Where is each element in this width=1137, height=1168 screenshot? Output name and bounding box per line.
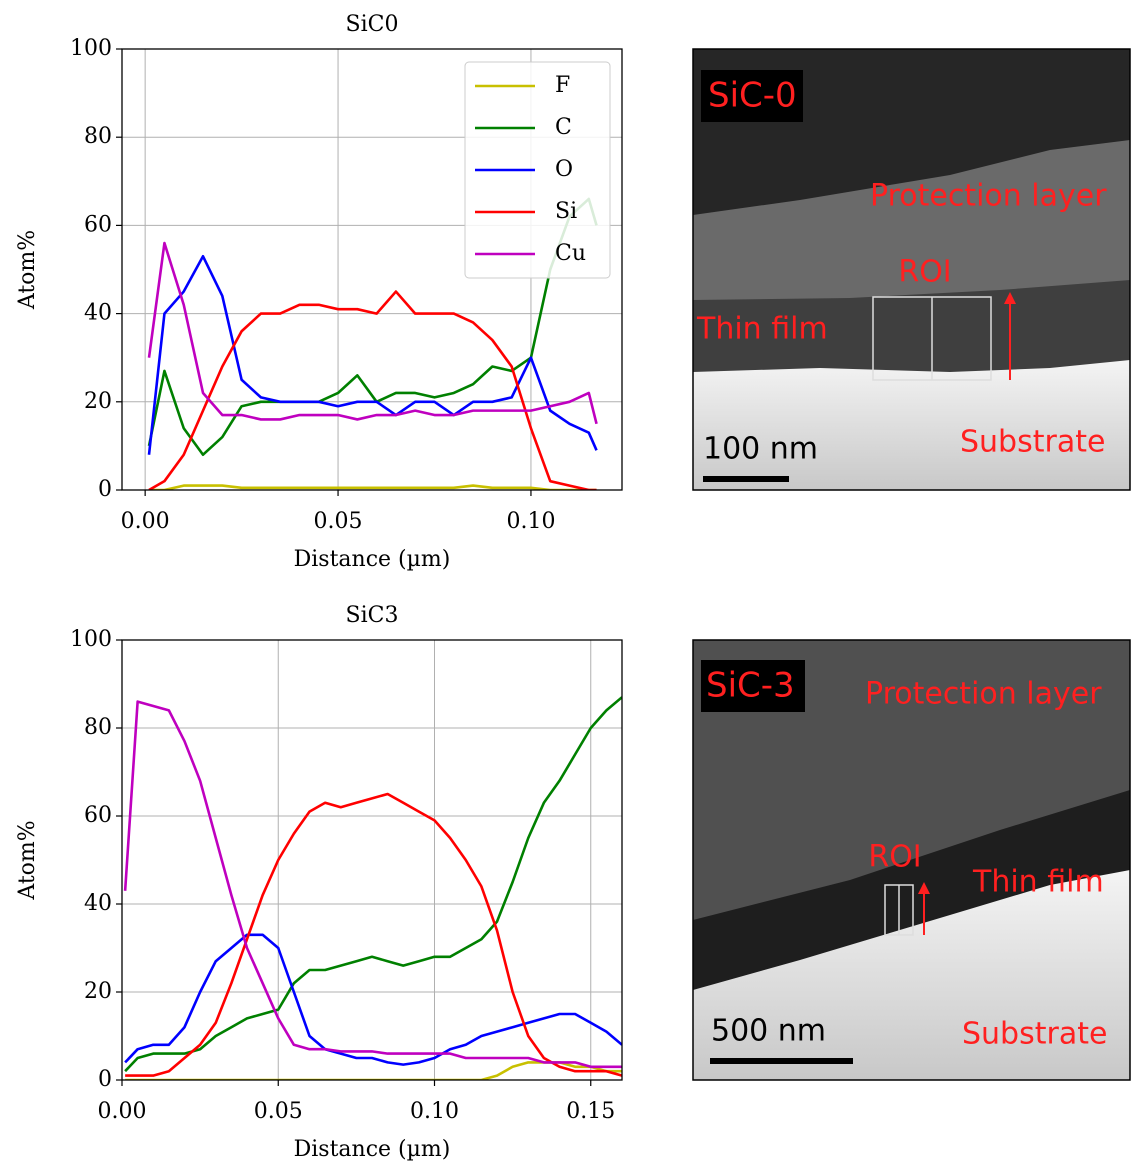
- image-annotation: Protection layer: [865, 677, 1102, 712]
- series-line: [125, 1061, 622, 1080]
- x-tick-label: 0.10: [410, 1099, 459, 1124]
- y-tick-label: 20: [84, 979, 112, 1004]
- x-tick-label: 0.05: [254, 1099, 303, 1124]
- image-annotation: Substrate: [962, 1017, 1107, 1052]
- series-line: [147, 241, 598, 425]
- x-tick-label: 0.10: [506, 509, 555, 534]
- x-tick-label: 0.15: [566, 1099, 615, 1124]
- y-tick-label: 0: [98, 477, 112, 502]
- y-tick-label: 60: [84, 212, 112, 237]
- x-axis-label: Distance (µm): [294, 547, 451, 572]
- x-tick-label: 0.00: [98, 1099, 147, 1124]
- legend-label: C: [555, 115, 572, 140]
- series-line: [148, 290, 597, 490]
- series-line: [124, 696, 622, 1073]
- x-tick-label: 0.05: [314, 509, 363, 534]
- series-line: [124, 933, 622, 1066]
- image-label: SiC-0: [708, 76, 797, 116]
- chart: 0 20 40 60 80 100 0.00 0.05 0.10 0.15 SiC3 Distance…: [15, 603, 623, 1162]
- x-axis-label: Distance (µm): [294, 1137, 451, 1162]
- y-tick-label: 60: [84, 803, 112, 828]
- y-tick-label: 20: [84, 389, 112, 414]
- axes-frame: [121, 639, 623, 1081]
- chart-title: SiC3: [346, 603, 399, 628]
- legend-label: O: [555, 157, 573, 182]
- series-line: [147, 254, 598, 455]
- legend-label: F: [555, 73, 570, 98]
- micrograph: [693, 640, 1130, 1080]
- image-annotation: ROI: [898, 255, 951, 290]
- y-tick-label: 80: [84, 124, 112, 149]
- y-axis-label: Atom%: [15, 230, 40, 310]
- legend-label: Si: [555, 199, 577, 224]
- plot-lines: [147, 197, 598, 490]
- image-annotation: Thin film: [972, 865, 1104, 900]
- y-tick-label: 100: [70, 627, 112, 652]
- image-annotation: Substrate: [960, 425, 1105, 460]
- y-tick-label: 40: [84, 301, 112, 326]
- image-annotation: Protection layer: [870, 179, 1107, 214]
- plot-lines: [123, 696, 622, 1080]
- plot-area: [122, 640, 622, 1080]
- y-tick-label: 100: [70, 36, 112, 61]
- series-line: [123, 700, 622, 1069]
- series-line: [149, 484, 597, 490]
- chart-title: SiC0: [346, 12, 399, 37]
- chart: 0 20 40 60 80 100 0.00 0.05 0.10 SiC0 Distance (µm…: [15, 12, 623, 572]
- image-annotation: Thin film: [696, 312, 828, 347]
- legend-label: Cu: [555, 241, 586, 266]
- y-tick-label: 0: [98, 1067, 112, 1092]
- y-tick-label: 80: [84, 715, 112, 740]
- scale-bar-label: 500 nm: [711, 1014, 826, 1049]
- series-line: [125, 792, 622, 1077]
- micrograph: [693, 49, 1130, 490]
- image-annotation: ROI: [868, 840, 921, 875]
- x-tick-label: 0.00: [121, 509, 170, 534]
- scale-bar-label: 100 nm: [703, 432, 818, 467]
- y-tick-label: 40: [84, 891, 112, 916]
- axes-frame: [121, 48, 623, 491]
- image-label: SiC-3: [706, 666, 795, 706]
- y-axis-label: Atom%: [15, 820, 40, 900]
- legend-box: [464, 61, 611, 279]
